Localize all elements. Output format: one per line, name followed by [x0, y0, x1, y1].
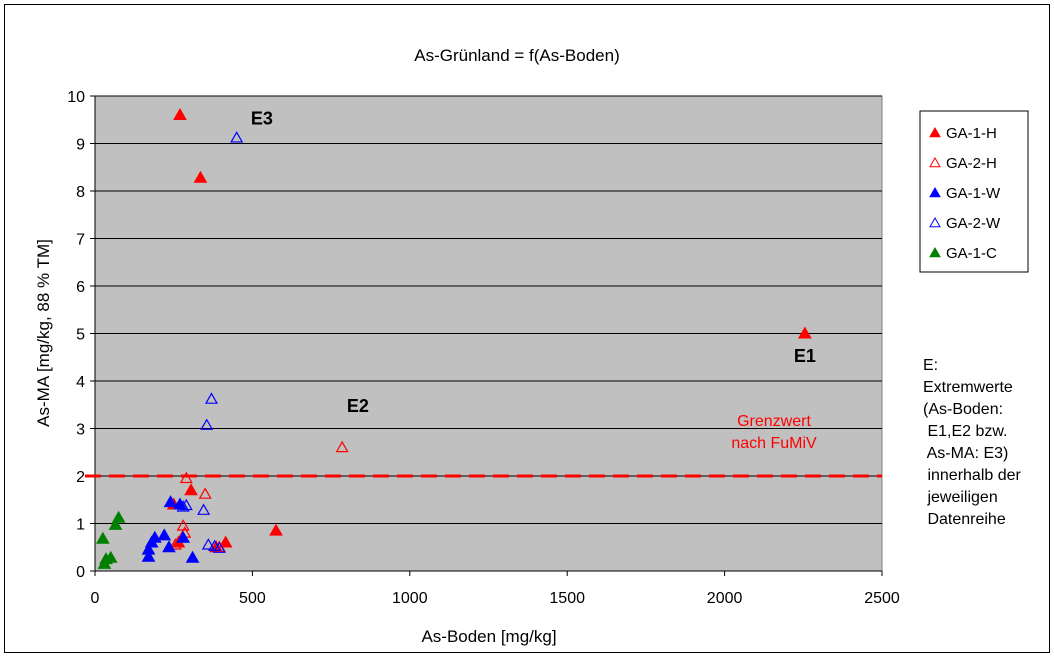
data-point	[218, 535, 233, 548]
y-tick-label: 9	[76, 137, 85, 154]
y-tick-label: 0	[76, 564, 85, 581]
data-point	[168, 538, 182, 550]
side-note-line: Extremwerte	[923, 379, 1013, 396]
annotations: E3 E2 E1	[251, 109, 816, 416]
y-tick-label: 3	[76, 422, 85, 439]
scatter-chart: As-Grünland = f(As-Boden) 0 1 2 3 4 5 6 7 8 9 10 0…	[34, 46, 1029, 646]
side-note-line: As-MA: E3)	[923, 445, 1008, 462]
legend-label: GA-2-H	[946, 155, 997, 172]
x-tick-label: 2500	[864, 590, 900, 607]
data-point	[108, 517, 123, 530]
data-point	[184, 483, 198, 496]
y-tick-label: 4	[76, 374, 85, 391]
y-tick-label: 6	[76, 279, 85, 296]
data-point	[335, 440, 349, 453]
legend-label: GA-2-W	[946, 215, 1001, 232]
x-axis-ticks: 0 500 1000 1500 2000 2500	[91, 570, 900, 607]
data-point	[96, 531, 110, 544]
y-tick-label: 8	[76, 184, 85, 201]
side-note-line: innerhalb der	[923, 467, 1022, 484]
side-note-line: E1,E2 bzw.	[923, 423, 1008, 440]
data-point	[230, 131, 244, 143]
data-point	[157, 528, 172, 541]
side-note-line: jeweiligen	[923, 489, 998, 506]
legend-marker	[929, 156, 941, 168]
data-point	[198, 487, 212, 499]
data-point	[176, 530, 191, 543]
annotation-label: E1	[794, 346, 816, 366]
chart-title: As-Grünland = f(As-Boden)	[414, 46, 620, 65]
legend-marker	[929, 126, 941, 138]
data-point	[141, 549, 156, 562]
data-point	[163, 495, 178, 508]
legend-marker	[929, 216, 941, 228]
data-point	[179, 498, 193, 511]
data-point	[204, 392, 219, 404]
data-point	[176, 500, 190, 512]
legend-marker	[929, 186, 941, 198]
data-point	[201, 538, 215, 550]
side-note-line: E:	[923, 357, 938, 374]
y-tick-label: 7	[76, 232, 85, 249]
data-point	[197, 503, 211, 515]
legend-label: GA-1-W	[946, 185, 1001, 202]
x-tick-label: 1000	[392, 590, 428, 607]
legend-label: GA-1-H	[946, 125, 997, 142]
x-axis-label: As-Boden [mg/kg]	[421, 627, 556, 646]
data-point	[179, 471, 193, 484]
data-point	[798, 326, 812, 339]
data-points	[96, 107, 812, 569]
data-point	[193, 170, 208, 183]
legend-marker	[929, 246, 941, 258]
limit-label-line1: Grenzwert	[737, 413, 811, 430]
annotation-label: E2	[347, 396, 369, 416]
data-point	[185, 550, 200, 563]
data-point	[269, 523, 283, 536]
x-tick-label: 2000	[707, 590, 743, 607]
x-tick-label: 500	[239, 590, 266, 607]
legend: GA-1-H GA-2-H GA-1-W GA-2-W GA-1-C	[919, 110, 1029, 273]
legend-box	[919, 110, 1029, 273]
side-note: E: Extremwerte (As-Boden: E1,E2 bzw. As-MA…	[923, 357, 1022, 528]
side-note-line: Datenreihe	[923, 511, 1006, 528]
gridlines	[95, 95, 882, 524]
x-tick-label: 1500	[549, 590, 585, 607]
y-tick-label: 2	[76, 469, 85, 486]
data-point	[162, 540, 176, 553]
y-tick-label: 1	[76, 517, 85, 534]
y-tick-label: 10	[67, 89, 85, 106]
annotation-label: E3	[251, 109, 273, 129]
data-point	[200, 418, 214, 430]
data-point	[97, 556, 112, 569]
limit-label-line2: nach FuMiV	[731, 435, 817, 452]
legend-label: GA-1-C	[946, 245, 997, 262]
data-point	[173, 107, 187, 120]
chart-frame: As-Grünland = f(As-Boden) 0 1 2 3 4 5 6 7 8 9 10 0…	[4, 4, 1050, 653]
side-note-line: (As-Boden:	[923, 401, 1003, 418]
y-axis-label: As-MA [mg/kg, 88 % TM]	[34, 239, 53, 427]
data-point	[212, 541, 226, 553]
y-axis-ticks: 0 1 2 3 4 5 6 7 8 9 10	[67, 89, 96, 581]
x-tick-label: 0	[91, 590, 100, 607]
y-tick-label: 5	[76, 327, 85, 344]
